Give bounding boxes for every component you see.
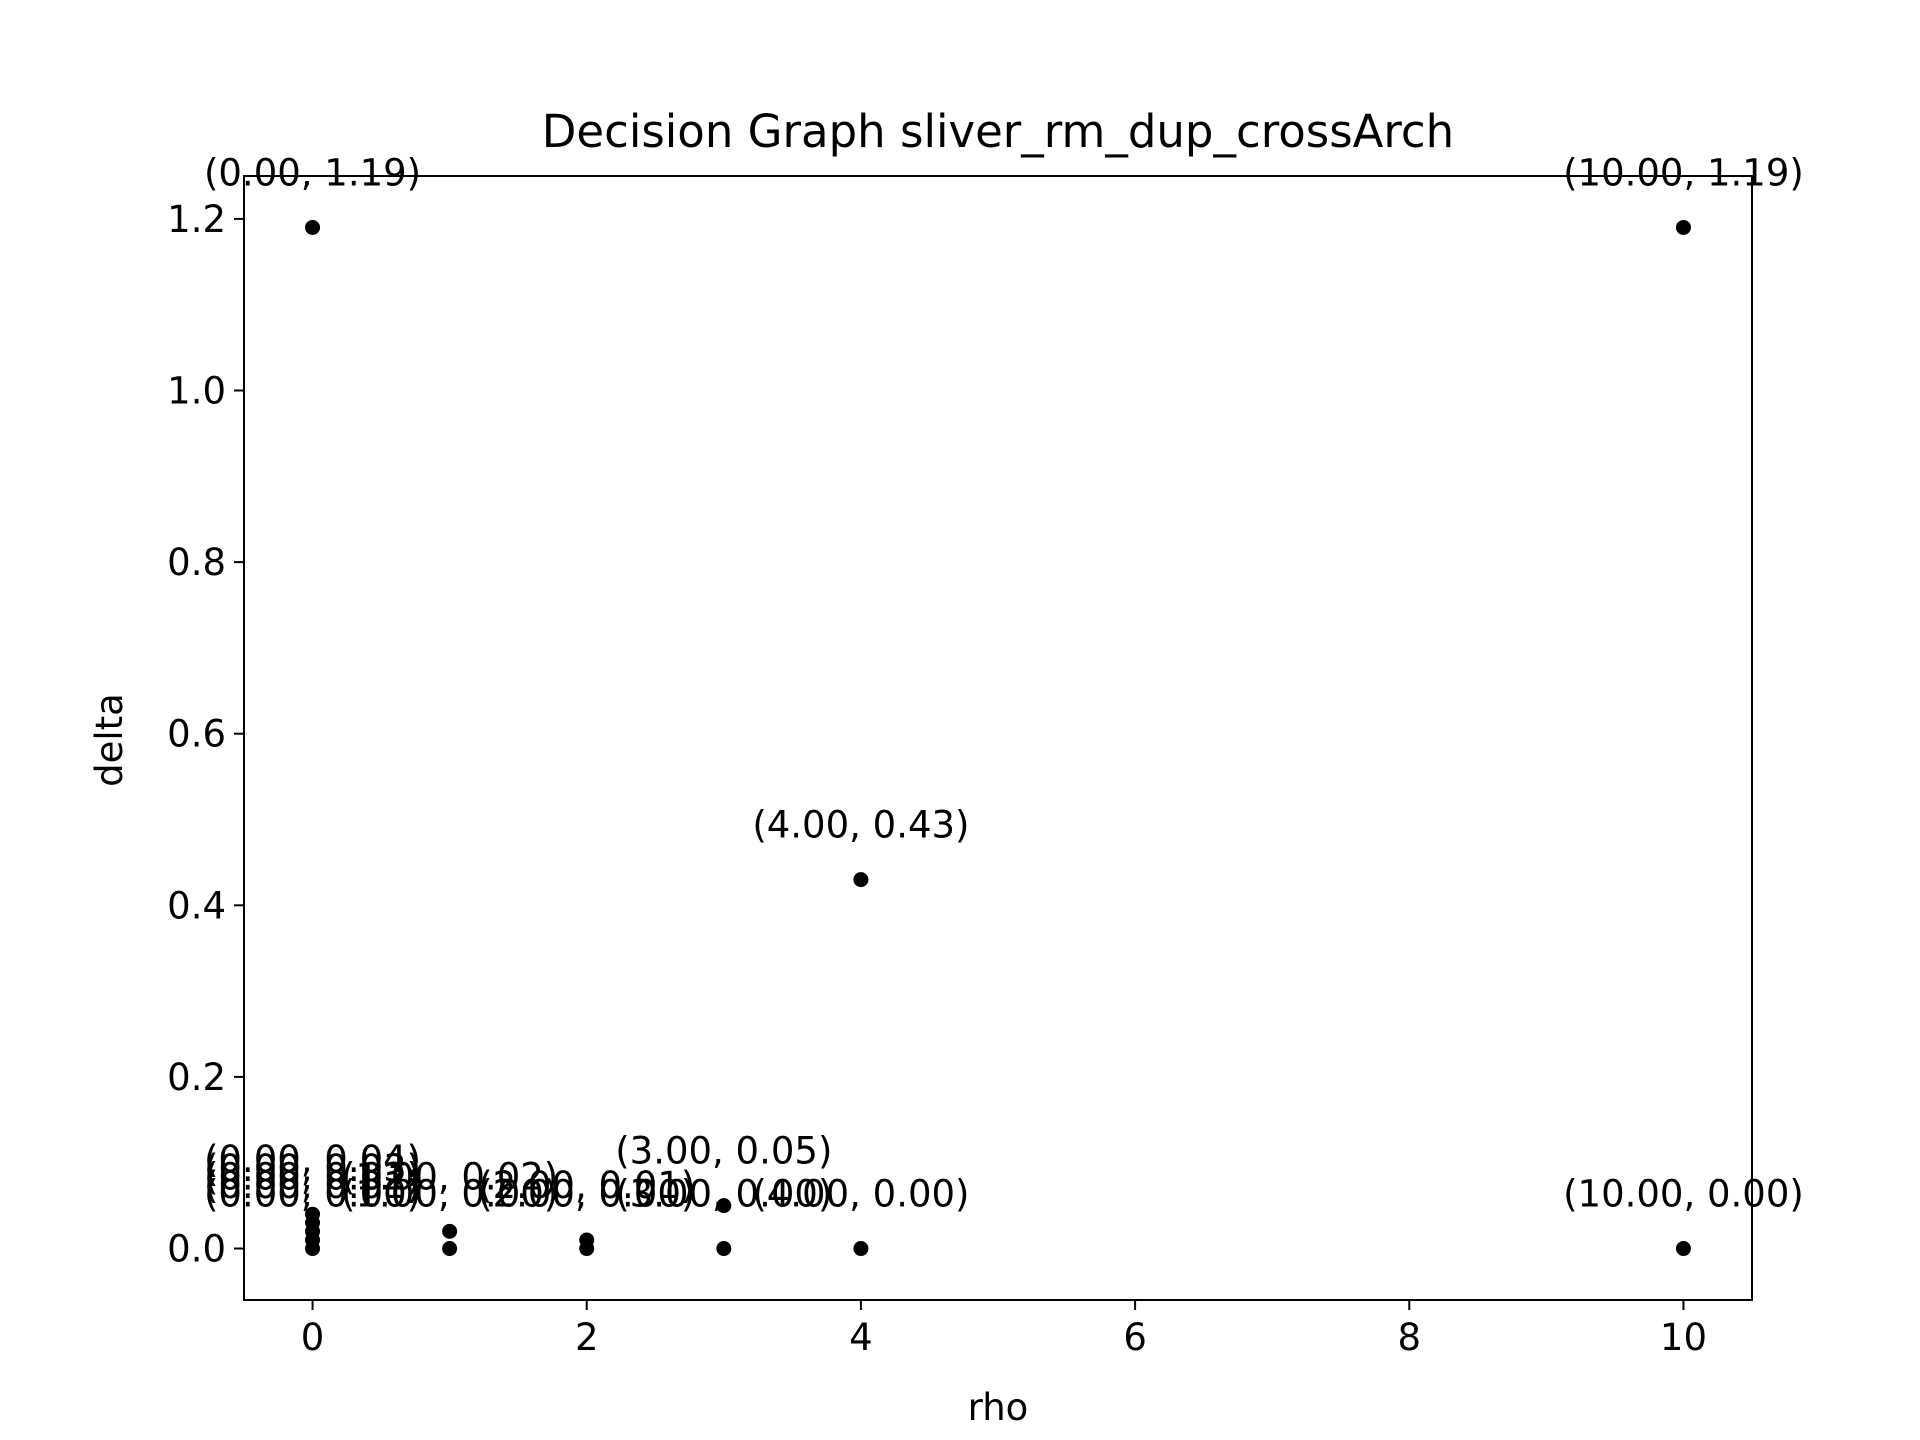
x-tick-label: 4 — [849, 1316, 873, 1359]
scatter-point — [1675, 219, 1691, 235]
y-axis-label: delta — [88, 693, 131, 787]
y-tick-label: 0.2 — [167, 1056, 226, 1099]
scatter-point — [716, 1198, 732, 1214]
x-tick-label: 10 — [1660, 1316, 1707, 1359]
scatter-point — [579, 1241, 595, 1257]
y-tick-label: 0.8 — [167, 541, 226, 584]
scatter-point — [853, 872, 869, 888]
point-label: (3.00, 0.05) — [615, 1130, 832, 1173]
x-tick-label: 8 — [1397, 1316, 1421, 1359]
point-label: (0.00, 0.02) — [204, 1155, 421, 1198]
point-label: (0.00, 0.01) — [204, 1164, 421, 1207]
scatter-point — [716, 1241, 732, 1257]
point-label: (0.00, 0.03) — [204, 1147, 421, 1190]
point-label: (2.00, 0.01) — [478, 1164, 695, 1207]
y-tick-label: 1.0 — [167, 370, 226, 413]
point-label: (0.00, 1.19) — [204, 151, 421, 194]
point-label: (4.00, 0.00) — [752, 1173, 969, 1216]
y-tick-label: 1.2 — [167, 198, 226, 241]
point-label: (2.00, 0.00) — [478, 1173, 695, 1216]
y-tick-label: 0.6 — [167, 713, 226, 756]
point-label: (0.00, 0.04) — [204, 1138, 421, 1181]
scatter-point — [442, 1223, 458, 1239]
x-axis-label: rho — [968, 1386, 1029, 1429]
scatter-point — [853, 1241, 869, 1257]
data-points — [305, 219, 1691, 1257]
x-tick-label: 6 — [1123, 1316, 1147, 1359]
scatter-point — [1675, 1241, 1691, 1257]
point-label: (10.00, 0.00) — [1563, 1173, 1804, 1216]
plot-area-frame — [243, 175, 1753, 1301]
x-tick-label: 0 — [301, 1316, 325, 1359]
scatter-point — [305, 219, 321, 235]
point-label: (10.00, 1.19) — [1563, 151, 1804, 194]
chart-title: Decision Graph sliver_rm_dup_crossArch — [542, 105, 1454, 158]
point-labels: (0.00, 1.19) (10.00, 1.19) (4.00, 0.43) (3.… — [204, 151, 1804, 1215]
y-axis-ticks: 0.0 0.2 0.4 0.6 0.8 1.0 1.2 — [167, 198, 244, 1271]
y-tick-label: 0.0 — [167, 1228, 226, 1271]
point-label: (0.00, 0.00) — [204, 1173, 421, 1216]
point-label: (4.00, 0.43) — [752, 804, 969, 847]
y-tick-label: 0.4 — [167, 884, 226, 927]
point-label: (1.00, 0.00) — [341, 1173, 558, 1216]
point-label: (1.00, 0.02) — [341, 1155, 558, 1198]
scatter-point — [305, 1241, 321, 1257]
scatter-point — [442, 1241, 458, 1257]
x-tick-label: 2 — [575, 1316, 599, 1359]
x-axis-ticks: 0 2 4 6 8 10 — [301, 1300, 1707, 1359]
point-label: (3.00, 0.00) — [615, 1173, 832, 1216]
